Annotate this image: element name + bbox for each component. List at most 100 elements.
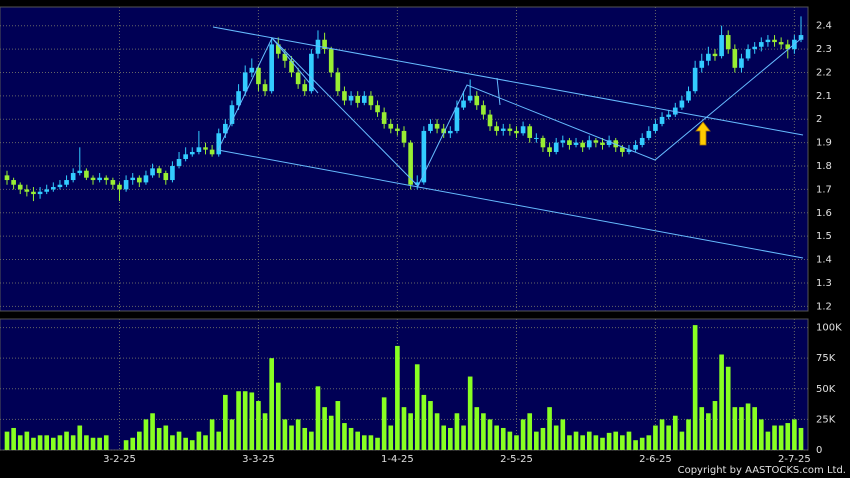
volume-bar [745, 403, 751, 450]
volume-bar [408, 413, 413, 450]
y-tick-label: 1.3 [816, 278, 832, 289]
candle-body [375, 105, 380, 113]
x-tick-label: 2-5-25 [500, 454, 533, 465]
volume-bar [593, 435, 599, 450]
candle-body [37, 191, 43, 195]
volume-bar [189, 440, 195, 450]
candle-body [712, 53, 718, 57]
y-tick-label: 2.1 [816, 91, 832, 102]
candle-body [302, 84, 308, 92]
trendline [496, 77, 501, 106]
candle-body [600, 142, 605, 145]
candle-body [282, 53, 288, 61]
volume-bar [295, 419, 301, 450]
x-tick-label: 2-6-25 [639, 454, 672, 465]
candle-body [77, 170, 83, 174]
candle-body [209, 149, 215, 155]
volume-bar [90, 437, 96, 450]
volume-bar [203, 435, 208, 450]
volume-bar [242, 391, 248, 450]
candle-body [441, 128, 447, 134]
y-tick-label: 2.4 [816, 21, 832, 32]
candle-body [553, 142, 559, 152]
candle-body [765, 39, 771, 43]
candle-body [408, 142, 413, 185]
candle-body [798, 35, 804, 40]
candle-body [785, 44, 791, 50]
volume-bar [448, 427, 453, 450]
volume-bar [653, 425, 658, 450]
candle-body [639, 137, 645, 145]
candle-body [156, 168, 162, 174]
y-tick-label: 1.6 [816, 208, 832, 219]
volume-bar [176, 431, 182, 450]
volume-bar [527, 413, 533, 450]
volume-bar [560, 419, 566, 450]
candle-body [414, 182, 420, 185]
candle-body [262, 84, 268, 92]
volume-bar [388, 425, 394, 450]
volume-bar [792, 419, 797, 450]
y-tick-label: 1.2 [816, 301, 832, 312]
volume-bar [289, 425, 294, 450]
volume-bar [342, 423, 347, 450]
candle-body [84, 170, 89, 178]
volume-bar [309, 431, 314, 450]
candle-body [527, 126, 533, 138]
y-tick-label: 2.3 [816, 44, 832, 55]
candle-body [739, 58, 744, 68]
volume-bar [778, 425, 784, 450]
candle-body [567, 140, 572, 145]
candle-body [699, 60, 705, 68]
candle-body [633, 144, 638, 150]
candle-body [586, 140, 592, 148]
volume-bar [692, 325, 698, 450]
y-tick-label: 0 [816, 445, 822, 456]
volume-bar [249, 392, 255, 450]
candle-body [580, 142, 585, 148]
candle-body [348, 95, 354, 101]
volume-bar [659, 419, 665, 450]
candle-body [123, 180, 129, 190]
candle-body [322, 39, 327, 50]
volume-bar [355, 431, 360, 450]
candle-body [653, 123, 658, 131]
trendline [217, 149, 804, 259]
volume-bar [586, 431, 592, 450]
candle-body [130, 177, 136, 181]
volume-bar [567, 435, 572, 450]
candle-body [421, 130, 427, 183]
volume-bar [84, 435, 89, 450]
candle-body [97, 177, 102, 181]
marks [4, 16, 804, 450]
volume-bar [461, 425, 466, 450]
y-tick-label: 1.9 [816, 138, 832, 149]
volume-bar [500, 427, 506, 450]
volume-bar [156, 427, 162, 450]
candle-body [388, 123, 394, 129]
volume-bar [24, 431, 30, 450]
volume-bar [37, 435, 43, 450]
candle-body [467, 95, 473, 101]
x-tick-label: 3-3-25 [242, 454, 275, 465]
y-tick-label: 1.8 [816, 161, 832, 172]
volume-bar [64, 431, 69, 450]
candle-body [256, 67, 261, 85]
candle-body [672, 107, 678, 115]
volume-bar [103, 435, 109, 450]
volume-bar [282, 419, 288, 450]
volume-bar [580, 435, 585, 450]
volume-bar [758, 419, 764, 450]
candle-body [170, 166, 175, 181]
volume-bar [633, 440, 638, 450]
candle-body [620, 147, 625, 152]
y-tick-label: 1.5 [816, 231, 832, 242]
y-tick-label: 50K [816, 384, 836, 395]
candle-body [573, 142, 579, 145]
candle-body [249, 67, 255, 73]
candle-body [381, 112, 387, 124]
volume-bar [137, 431, 142, 450]
volume-bar [328, 415, 334, 450]
candle-body [176, 159, 182, 167]
volume-bar [547, 407, 552, 450]
